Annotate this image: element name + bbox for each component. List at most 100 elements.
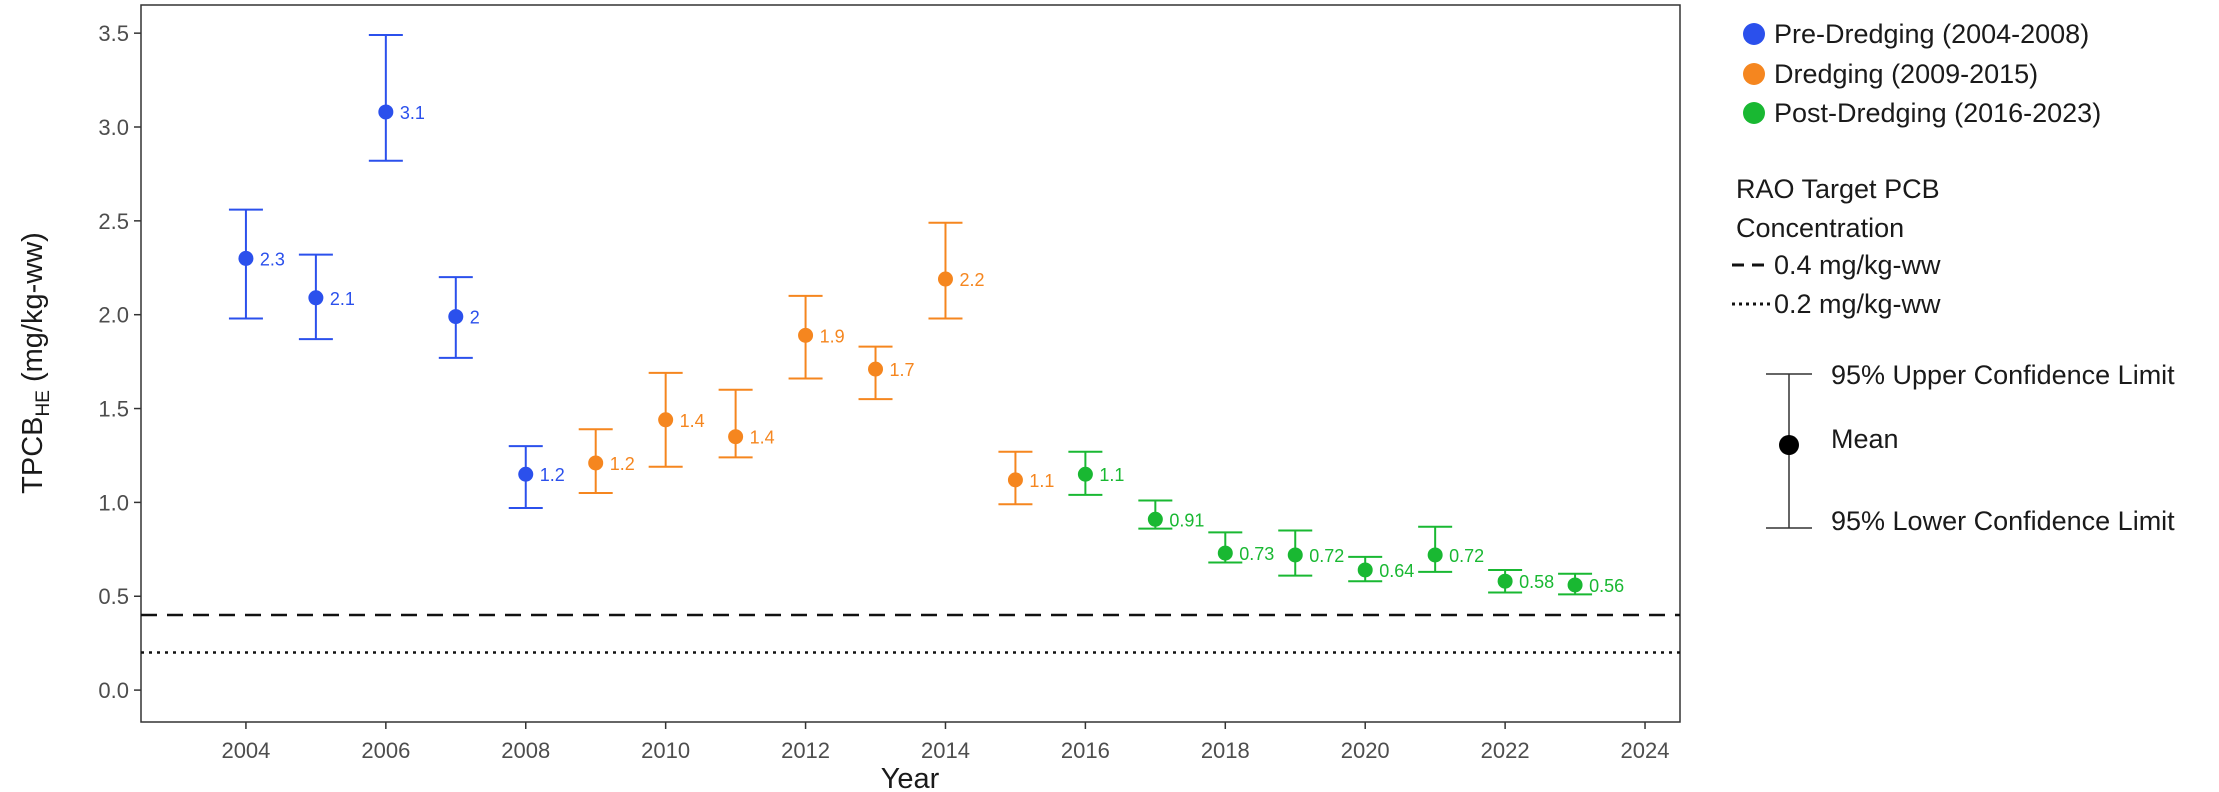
data-point-group: 0.91 xyxy=(1138,499,1204,530)
data-label: 0.73 xyxy=(1239,544,1274,564)
x-tick-label: 2004 xyxy=(221,738,270,763)
x-tick-label: 2008 xyxy=(501,738,550,763)
mean-point xyxy=(518,466,534,482)
data-point-group: 1.1 xyxy=(998,450,1054,506)
y-tick-label: 0.5 xyxy=(98,584,129,609)
data-point-group: 0.72 xyxy=(1278,529,1344,577)
legend-swatch xyxy=(1743,63,1765,85)
mean-point xyxy=(1497,573,1513,589)
data-label: 1.2 xyxy=(540,465,565,485)
x-tick-label: 2012 xyxy=(781,738,830,763)
data-point-group: 1.7 xyxy=(858,345,915,401)
y-axis-title: TPCBHE (mg/kg-ww) xyxy=(17,232,54,494)
data-point-group: 2.1 xyxy=(298,253,355,341)
x-tick-label: 2010 xyxy=(641,738,690,763)
data-label: 2.2 xyxy=(959,270,984,290)
mean-point xyxy=(1357,562,1373,578)
dotted-line-key-label: 0.2 mg/kg-ww xyxy=(1774,289,1941,319)
data-label: 2.3 xyxy=(260,249,285,269)
data-label: 0.64 xyxy=(1379,561,1414,581)
y-tick-label: 3.0 xyxy=(98,115,129,140)
data-label: 0.58 xyxy=(1519,572,1554,592)
mean-point xyxy=(1567,577,1583,593)
legend-label: Dredging (2009-2015) xyxy=(1774,59,2038,89)
y-axis: 0.0 0.5 1.0 1.5 2.0 2.5 3.0 3.5 xyxy=(98,21,141,703)
data-point-group: 2.3 xyxy=(228,208,285,320)
y-tick-label: 1.0 xyxy=(98,490,129,515)
data-point-group: 1.4 xyxy=(648,371,705,468)
reference-legend-title-line-1: RAO Target PCB xyxy=(1736,174,1940,204)
data-label: 1.4 xyxy=(750,428,775,448)
dashed-line-key-label: 0.4 mg/kg-ww xyxy=(1774,250,1941,280)
reference-legend-title-line-2: Concentration xyxy=(1736,213,1904,243)
data-point-group: 0.64 xyxy=(1348,555,1414,583)
errorbar-key-mean-label: Mean xyxy=(1831,424,1899,454)
errorbar-legend: 95% Upper Confidence Limit Mean 95% Lowe… xyxy=(1766,360,2175,536)
data-label: 0.72 xyxy=(1309,546,1344,566)
data-point-group: 0.56 xyxy=(1558,572,1624,596)
data-point-group: 3.1 xyxy=(368,34,425,162)
mean-point xyxy=(1007,472,1023,488)
y-axis-title-unit: (mg/kg-ww) xyxy=(17,232,49,390)
mean-point xyxy=(378,104,394,120)
mean-point xyxy=(728,429,744,445)
data-label: 1.2 xyxy=(610,454,635,474)
data-point-group: 0.73 xyxy=(1208,531,1274,564)
y-tick-label: 3.5 xyxy=(98,21,129,46)
mean-point xyxy=(868,361,884,377)
data-label: 3.1 xyxy=(400,103,425,123)
y-tick-label: 2.0 xyxy=(98,303,129,328)
mean-point xyxy=(1287,547,1303,563)
mean-point xyxy=(937,271,953,287)
mean-point xyxy=(308,290,324,306)
data-label: 0.91 xyxy=(1169,510,1204,530)
mean-point xyxy=(1077,466,1093,482)
mean-point xyxy=(658,412,674,428)
x-axis-title: Year xyxy=(881,763,940,792)
y-tick-label: 0.0 xyxy=(98,678,129,703)
data-label: 0.56 xyxy=(1589,576,1624,596)
data-label: 1.1 xyxy=(1029,471,1054,491)
x-tick-label: 2022 xyxy=(1481,738,1530,763)
y-tick-label: 1.5 xyxy=(98,397,129,422)
data-point-group: 1.4 xyxy=(718,388,775,459)
x-tick-label: 2020 xyxy=(1341,738,1390,763)
x-tick-label: 2006 xyxy=(361,738,410,763)
data-label: 1.1 xyxy=(1099,465,1124,485)
mean-point xyxy=(1147,511,1163,527)
x-axis: 2004 2006 2008 2010 2012 2014 2016 2018 2020 2022… xyxy=(221,722,1669,763)
x-tick-label: 2024 xyxy=(1621,738,1670,763)
data-marks: 2.3 2.1 3.1 2 1.2 1.2 1.4 1.4 1.9 1.7 2.2 1.1 1.1 0.9… xyxy=(228,34,1624,596)
data-label: 2 xyxy=(470,308,480,328)
data-label: 1.7 xyxy=(890,360,915,380)
data-point-group: 2 xyxy=(438,276,480,359)
data-label: 0.72 xyxy=(1449,546,1484,566)
data-point-group: 1.2 xyxy=(508,445,565,510)
legend-label: Pre-Dredging (2004-2008) xyxy=(1774,19,2089,49)
errorbar-key-lower-label: 95% Lower Confidence Limit xyxy=(1831,506,2175,536)
legend-swatch xyxy=(1743,102,1765,124)
mean-point xyxy=(798,327,814,343)
mean-point xyxy=(1217,545,1233,561)
series-legend: Pre-Dredging (2004-2008) Dredging (2009-2… xyxy=(1743,19,2101,128)
data-label: 2.1 xyxy=(330,289,355,309)
data-point-group: 0.72 xyxy=(1418,525,1484,573)
reference-lines xyxy=(141,613,1680,654)
data-label: 1.4 xyxy=(680,411,705,431)
data-point-group: 1.2 xyxy=(578,428,635,495)
legend-swatch xyxy=(1743,23,1765,45)
errorbar-key-upper-label: 95% Upper Confidence Limit xyxy=(1831,360,2175,390)
y-axis-title-subscript: HE xyxy=(33,390,54,416)
plot-panel xyxy=(140,4,1681,723)
data-point-group: 2.2 xyxy=(928,221,985,320)
y-axis-title-main: TPCB xyxy=(17,416,49,493)
data-point-group: 0.58 xyxy=(1488,568,1554,594)
data-point-group: 1.1 xyxy=(1068,450,1124,496)
errorbar-key-mean-dot xyxy=(1779,435,1799,455)
y-tick-label: 2.5 xyxy=(98,209,129,234)
x-tick-label: 2018 xyxy=(1201,738,1250,763)
data-label: 1.9 xyxy=(820,326,845,346)
x-tick-label: 2014 xyxy=(921,738,970,763)
reference-legend: RAO Target PCB Concentration 0.4 mg/kg-w… xyxy=(1732,174,1941,319)
